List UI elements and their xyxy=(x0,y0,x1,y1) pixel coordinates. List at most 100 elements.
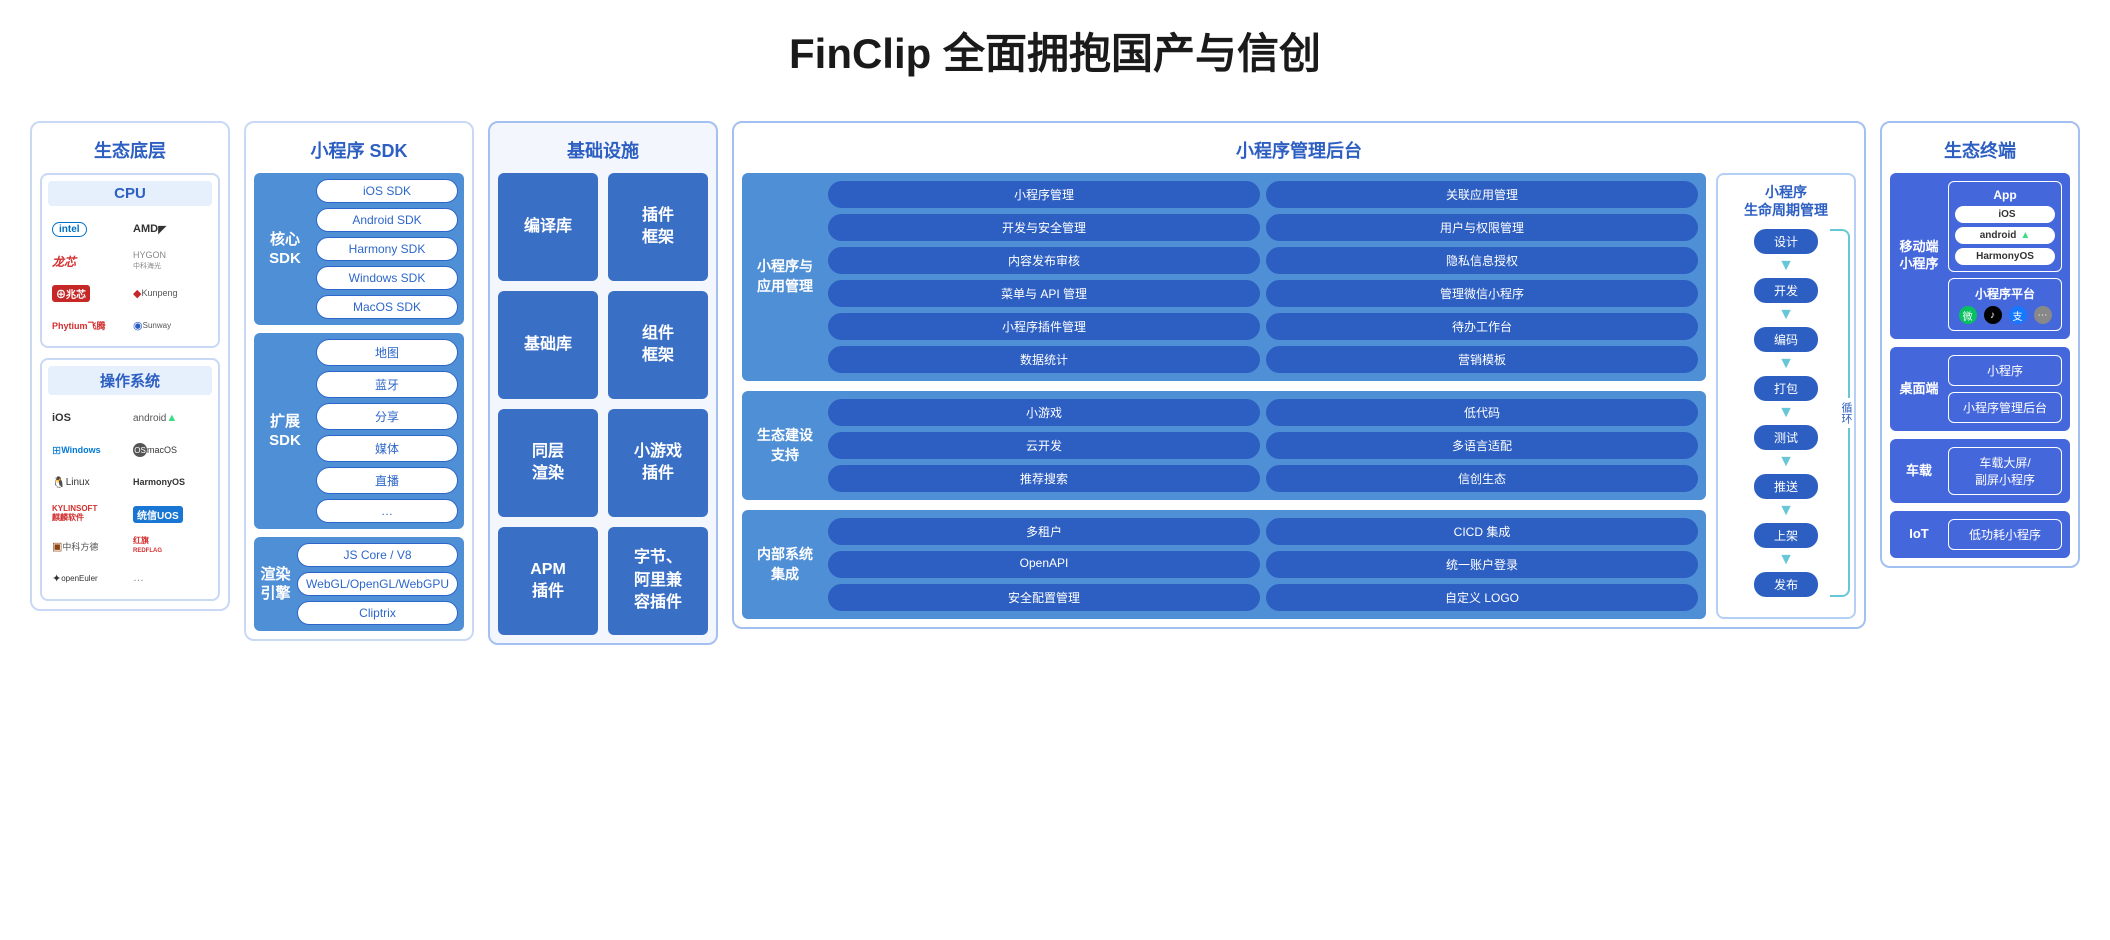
lifecycle-step: 编码 xyxy=(1754,327,1818,352)
mgmt-pill: 管理微信小程序 xyxy=(1266,280,1698,307)
infra-box: 同层渲染 xyxy=(498,409,598,517)
mgmt-pill: 信创生态 xyxy=(1266,465,1698,492)
logo-phytium: Phytium飞腾 xyxy=(52,314,127,336)
mgmt-pill: 小程序插件管理 xyxy=(828,313,1260,340)
col-ecosystem-base: 生态底层 CPU intel AMD◤ 龙芯 HYGON中科海光 ⊕兆芯 ◆Ku… xyxy=(30,121,230,611)
lifecycle-arrow-icon: ▼ xyxy=(1778,307,1794,323)
term-panel-3: IoT低功耗小程序 xyxy=(1890,511,2070,558)
alipay-icon: 支 xyxy=(2009,306,2027,324)
sdk-pill: 地图 xyxy=(316,339,458,366)
logo-intel: intel xyxy=(52,218,127,240)
sdk-pill: JS Core / V8 xyxy=(297,543,458,567)
sdk-pill: 直播 xyxy=(316,467,458,494)
col-mgmt: 小程序管理后台 小程序与应用管理小程序管理关联应用管理开发与安全管理用户与权限管… xyxy=(732,121,1866,629)
infra-box: APM插件 xyxy=(498,527,598,635)
lifecycle-arrow-icon: ▼ xyxy=(1778,258,1794,274)
logo-redflag: 红旗REDFLAG xyxy=(133,535,208,557)
infra-box: 编译库 xyxy=(498,173,598,281)
col4-header: 小程序管理后台 xyxy=(742,131,1856,173)
wechat-icon: 微 xyxy=(1959,306,1977,324)
mgmt-pill: 待办工作台 xyxy=(1266,313,1698,340)
mgmt-pill: 安全配置管理 xyxy=(828,584,1260,611)
diagram-main: 生态底层 CPU intel AMD◤ 龙芯 HYGON中科海光 ⊕兆芯 ◆Ku… xyxy=(30,121,2080,645)
mgmt-pill: 关联应用管理 xyxy=(1266,181,1698,208)
logo-loongson: 龙芯 xyxy=(52,250,127,272)
sdk-section-label: 渲染引擎 xyxy=(260,543,291,625)
mgmt-pill: 低代码 xyxy=(1266,399,1698,426)
mgmt-panel-label: 生态建设支持 xyxy=(750,399,820,492)
sdk-section-label: 扩展SDK xyxy=(260,339,310,523)
mgmt-panel-label: 内部系统集成 xyxy=(750,518,820,611)
term-panel-mobile: 移动端小程序AppiOSandroid ▲HarmonyOS小程序平台微♪支⋯ xyxy=(1890,173,2070,339)
logo-windows: ⊞Windows xyxy=(52,439,127,461)
sdk-pill: 媒体 xyxy=(316,435,458,462)
infra-grid: 编译库插件框架基础库组件框架同层渲染小游戏插件APM插件字节、阿里兼容插件 xyxy=(498,173,708,635)
infra-box: 字节、阿里兼容插件 xyxy=(608,527,708,635)
term-item-box: 低功耗小程序 xyxy=(1948,519,2062,550)
mgmt-pill: 数据统计 xyxy=(828,346,1260,373)
page-title: FinClip 全面拥抱国产与信创 xyxy=(30,20,2080,81)
term-app-box: AppiOSandroid ▲HarmonyOS xyxy=(1948,181,2062,272)
mgmt-panels: 小程序与应用管理小程序管理关联应用管理开发与安全管理用户与权限管理内容发布审核隐… xyxy=(742,173,1706,619)
term-item-box: 车载大屏/副屏小程序 xyxy=(1948,447,2062,495)
lifecycle-step: 打包 xyxy=(1754,376,1818,401)
mgmt-pill: 多租户 xyxy=(828,518,1260,545)
term-platform-box: 小程序平台微♪支⋯ xyxy=(1948,278,2062,331)
lifecycle-step: 设计 xyxy=(1754,229,1818,254)
col2-header: 小程序 SDK xyxy=(254,131,464,173)
mgmt-pill: OpenAPI xyxy=(828,551,1260,578)
col-sdk: 小程序 SDK 核心SDKiOS SDKAndroid SDKHarmony S… xyxy=(244,121,474,641)
sdk-pill: Windows SDK xyxy=(316,266,458,290)
logo-zhaoxin: ⊕兆芯 xyxy=(52,282,127,304)
col-terminal: 生态终端 移动端小程序AppiOSandroid ▲HarmonyOS小程序平台… xyxy=(1880,121,2080,568)
mgmt-panel-1: 生态建设支持小游戏低代码云开发多语言适配推荐搜索信创生态 xyxy=(742,391,1706,500)
mgmt-pill: 营销模板 xyxy=(1266,346,1698,373)
logo-uos: 统信UOS xyxy=(133,503,208,525)
lifecycle-panel: 小程序生命周期管理 循环 设计▼开发▼编码▼打包▼测试▼推送▼上架▼发布 xyxy=(1716,173,1856,619)
sdk-pill: Android SDK xyxy=(316,208,458,232)
lifecycle-arrow-icon: ▼ xyxy=(1778,454,1794,470)
mgmt-pill: CICD 集成 xyxy=(1266,518,1698,545)
sdk-pill: … xyxy=(316,499,458,523)
infra-box: 插件框架 xyxy=(608,173,708,281)
mgmt-pill: 菜单与 API 管理 xyxy=(828,280,1260,307)
sdk-pill: Cliptrix xyxy=(297,601,458,625)
more-icon: ⋯ xyxy=(2034,306,2052,324)
platform-icon-row: 微♪支⋯ xyxy=(1955,306,2055,324)
col-infra: 基础设施 编译库插件框架基础库组件框架同层渲染小游戏插件APM插件字节、阿里兼容… xyxy=(488,121,718,645)
mgmt-pill: 统一账户登录 xyxy=(1266,551,1698,578)
logo-sunway: ◉Sunway xyxy=(133,314,208,336)
mgmt-pill: 开发与安全管理 xyxy=(828,214,1260,241)
mgmt-pill: 自定义 LOGO xyxy=(1266,584,1698,611)
term-panel-1: 桌面端小程序小程序管理后台 xyxy=(1890,347,2070,431)
sdk-section-2: 渲染引擎JS Core / V8WebGL/OpenGL/WebGPUClipt… xyxy=(254,537,464,631)
logo-kylin: KYLINSOFT麒麟软件 xyxy=(52,503,127,525)
mgmt-pill: 用户与权限管理 xyxy=(1266,214,1698,241)
os-title: 操作系统 xyxy=(48,366,212,395)
lifecycle-step: 发布 xyxy=(1754,572,1818,597)
os-pill: HarmonyOS xyxy=(1955,248,2055,265)
lifecycle-title: 小程序生命周期管理 xyxy=(1724,183,1848,219)
logo-nfs: ▣中科方德 xyxy=(52,535,127,557)
logo-hygon: HYGON中科海光 xyxy=(133,250,208,272)
cpu-logo-grid: intel AMD◤ 龙芯 HYGON中科海光 ⊕兆芯 ◆Kunpeng Phy… xyxy=(48,214,212,340)
sdk-pill: Harmony SDK xyxy=(316,237,458,261)
logo-amd: AMD◤ xyxy=(133,218,208,240)
infra-box: 组件框架 xyxy=(608,291,708,399)
logo-kunpeng: ◆Kunpeng xyxy=(133,282,208,304)
lifecycle-arrow-icon: ▼ xyxy=(1778,405,1794,421)
os-panel: 操作系统 iOS android▲ ⊞Windows OSmacOS 🐧Linu… xyxy=(40,358,220,601)
mgmt-pill: 内容发布审核 xyxy=(828,247,1260,274)
term-panel-label: 车载 xyxy=(1898,447,1940,495)
lifecycle-step: 上架 xyxy=(1754,523,1818,548)
sdk-pill: 分享 xyxy=(316,403,458,430)
sdk-section-1: 扩展SDK地图蓝牙分享媒体直播… xyxy=(254,333,464,529)
mgmt-panel-0: 小程序与应用管理小程序管理关联应用管理开发与安全管理用户与权限管理内容发布审核隐… xyxy=(742,173,1706,381)
mgmt-pill: 推荐搜索 xyxy=(828,465,1260,492)
lifecycle-flow: 循环 设计▼开发▼编码▼打包▼测试▼推送▼上架▼发布 xyxy=(1724,229,1848,597)
lifecycle-arrow-icon: ▼ xyxy=(1778,356,1794,372)
logo-macos: OSmacOS xyxy=(133,439,208,461)
term-app-title: App xyxy=(1955,188,2055,202)
term-platform-title: 小程序平台 xyxy=(1955,285,2055,302)
col1-header: 生态底层 xyxy=(40,131,220,173)
